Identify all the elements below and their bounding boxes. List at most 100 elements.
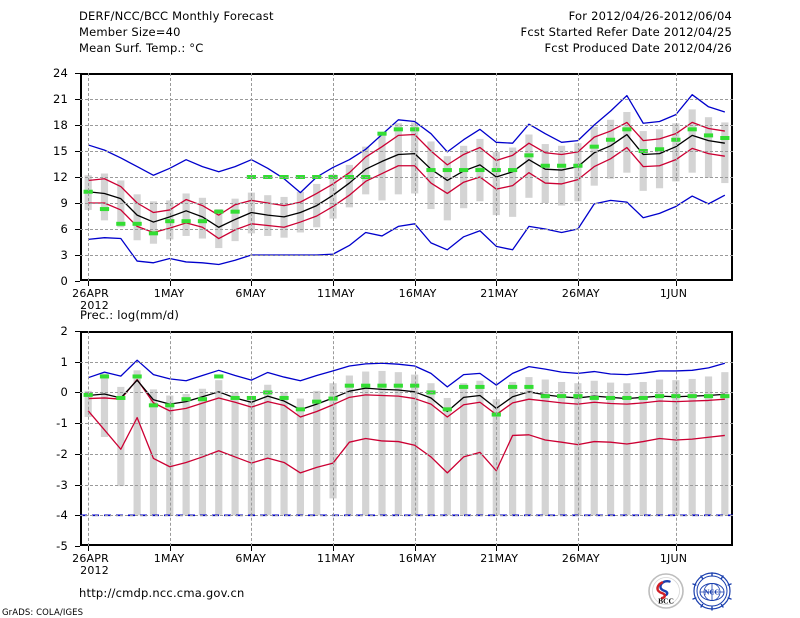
spread-bar: [525, 377, 533, 516]
y-axis-label: -1: [56, 416, 68, 431]
x-axis-label: 6MAY: [235, 552, 267, 565]
series-line: [88, 194, 726, 266]
spread-bar: [655, 379, 664, 516]
x-axis-tick: [414, 281, 416, 286]
series-line: [88, 133, 725, 228]
y-axis-tick: [75, 203, 80, 204]
gridline-horizontal: [80, 203, 733, 204]
x-axis-label: 26APR: [72, 552, 109, 565]
x-axis-label: 16MAY: [398, 552, 437, 565]
spread-bar: [427, 141, 435, 210]
series-line: [88, 146, 725, 240]
bcc-logo: BCC: [648, 573, 684, 609]
x-axis-tick: [169, 281, 171, 286]
spread-bar: [345, 375, 353, 516]
y-axis-tick: [75, 151, 80, 152]
x-axis-tick: [414, 546, 416, 551]
spread-bar: [704, 117, 713, 178]
spread-bar: [100, 373, 109, 437]
spread-bar: [198, 388, 207, 516]
y-axis-tick: [75, 99, 80, 100]
svg-text:BCC: BCC: [658, 597, 674, 606]
fcst-started-text: Fcst Started Refer Date 2012/04/25: [520, 25, 732, 39]
y-axis-label: 15: [52, 144, 68, 158]
gridline-horizontal: [80, 177, 733, 178]
x-axis-year-label: 2012: [80, 299, 109, 312]
gridline-horizontal: [80, 229, 733, 230]
gridline-horizontal: [80, 255, 733, 256]
x-axis-label: 21MAY: [480, 552, 519, 565]
spread-bar: [296, 398, 304, 516]
gridline-vertical: [169, 73, 171, 281]
y-axis-tick: [75, 484, 80, 486]
y-axis-label: -3: [56, 477, 68, 492]
spread-bar: [149, 389, 158, 516]
x-axis-tick: [251, 281, 253, 286]
spread-bar: [198, 197, 207, 239]
x-axis-tick: [251, 546, 253, 551]
grads-credit-text: GrADS: COLA/IGES: [2, 608, 84, 618]
spread-bar: [133, 370, 141, 516]
y-axis-label: 0: [60, 385, 68, 400]
spread-bar: [362, 146, 370, 195]
spread-bar: [117, 386, 125, 487]
spread-bar: [394, 372, 402, 516]
fcst-produced-text: Fcst Produced Date 2012/04/26: [544, 41, 732, 55]
series-line: [88, 378, 725, 418]
x-axis-label: 1MAY: [153, 552, 185, 565]
y-axis-tick: [75, 73, 80, 74]
x-axis-tick: [333, 546, 335, 551]
series-line: [87, 359, 726, 388]
spread-bar: [557, 145, 566, 206]
temperature-chart: 0 3 6 9 12 15 18 21 24 26APR 1MAY 6MAY 11MAY 16MAY 21M…: [52, 66, 733, 312]
header: DERF/NCC/BCC Monthly Forecast Member Siz…: [0, 0, 800, 66]
gridline-vertical: [169, 331, 171, 546]
y-axis-label: 1: [60, 354, 68, 369]
gridline-horizontal: [80, 125, 733, 126]
spread-bar: [313, 390, 321, 516]
x-axis-label: 6MAY: [235, 287, 267, 300]
y-axis-tick: [75, 177, 80, 178]
y-axis-label: 0: [60, 274, 68, 288]
spread-bar: [623, 383, 631, 516]
ensemble-spread-bars: [84, 109, 729, 249]
spread-bar: [460, 383, 468, 516]
x-axis-label: 1JUN: [659, 287, 688, 300]
spread-bar: [655, 129, 664, 189]
y-axis-tick: [75, 125, 80, 126]
cmdp-url-link[interactable]: http://cmdp.ncc.cma.gov.cn: [79, 586, 245, 600]
x-axis-label: 11MAY: [317, 287, 355, 300]
gridline-vertical: [88, 331, 90, 546]
gridline-horizontal: [80, 484, 733, 486]
y-axis-label: -4: [56, 508, 68, 523]
spread-bar: [688, 378, 696, 516]
series-line: [88, 379, 725, 413]
gridline-horizontal: [80, 423, 733, 425]
gridline-vertical: [496, 73, 498, 281]
member-size-text: Member Size=40: [79, 25, 181, 39]
spread-bar: [590, 380, 598, 516]
spread-bar: [394, 123, 402, 195]
x-axis-tick: [577, 281, 579, 286]
x-axis-label: 26MAY: [561, 287, 600, 300]
gridline-vertical: [496, 331, 498, 546]
y-axis-tick: [75, 331, 80, 332]
spread-bar: [362, 371, 370, 516]
spread-bar: [525, 134, 533, 198]
x-axis-label: 26APR: [72, 287, 109, 300]
precipitation-series-layer: [80, 359, 733, 517]
spread-bar: [704, 376, 713, 516]
temp-units-text: Mean Surf. Temp.: °C: [79, 41, 204, 55]
y-axis-tick: [75, 255, 80, 256]
x-axis-label: 1MAY: [153, 287, 185, 300]
gridline-vertical: [675, 331, 677, 546]
spread-bar: [443, 397, 451, 516]
spread-bar: [100, 173, 109, 221]
header-left-block: DERF/NCC/BCC Monthly Forecast Member Siz…: [79, 8, 274, 56]
x-axis-label: 26MAY: [561, 552, 600, 565]
gridline-vertical: [333, 73, 335, 281]
gridline-horizontal: [80, 515, 733, 517]
y-axis-label: 9: [60, 196, 68, 210]
spread-bar: [509, 381, 517, 516]
